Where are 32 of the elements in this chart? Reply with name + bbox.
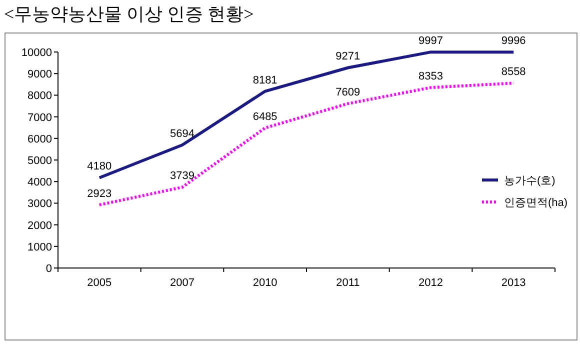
data-label: 4180 xyxy=(87,160,112,173)
data-label: 8353 xyxy=(418,70,443,83)
data-label: 6485 xyxy=(252,110,278,123)
y-tick-label: 3000 xyxy=(28,198,52,210)
y-tick-label: 0 xyxy=(46,263,52,275)
x-tick-label: 2012 xyxy=(418,277,443,289)
x-tick-label: 2007 xyxy=(170,277,194,289)
data-label: 3739 xyxy=(170,170,194,182)
y-tick-label: 2000 xyxy=(28,220,52,232)
y-tick-label: 1000 xyxy=(28,241,52,254)
data-label: 7609 xyxy=(336,86,360,99)
data-label: 2923 xyxy=(87,188,112,200)
data-label: 8181 xyxy=(252,74,278,86)
y-tick-label: 10000 xyxy=(21,47,52,59)
y-tick-label: 4000 xyxy=(28,176,52,189)
y-tick-label: 7000 xyxy=(28,112,52,124)
y-tick-label: 8000 xyxy=(28,90,52,102)
data-label: 9996 xyxy=(501,35,526,48)
chart-title: <무농약농산물 이상 인증 현황> xyxy=(4,4,254,24)
data-label: 8558 xyxy=(501,66,526,78)
data-label: 9997 xyxy=(418,35,443,48)
y-tick-label: 6000 xyxy=(28,133,52,146)
y-tick-label: 9000 xyxy=(28,68,52,81)
x-tick-label: 2011 xyxy=(336,277,360,289)
data-label: 9271 xyxy=(336,50,360,63)
x-tick-label: 2010 xyxy=(252,277,278,289)
x-tick-label: 2013 xyxy=(501,277,526,289)
legend-label: 농가수(호) xyxy=(504,175,556,187)
data-label: 5694 xyxy=(170,128,194,140)
y-tick-label: 5000 xyxy=(28,155,52,167)
legend-label: 인증면적(ha) xyxy=(504,197,568,209)
x-tick-label: 2005 xyxy=(87,277,112,289)
